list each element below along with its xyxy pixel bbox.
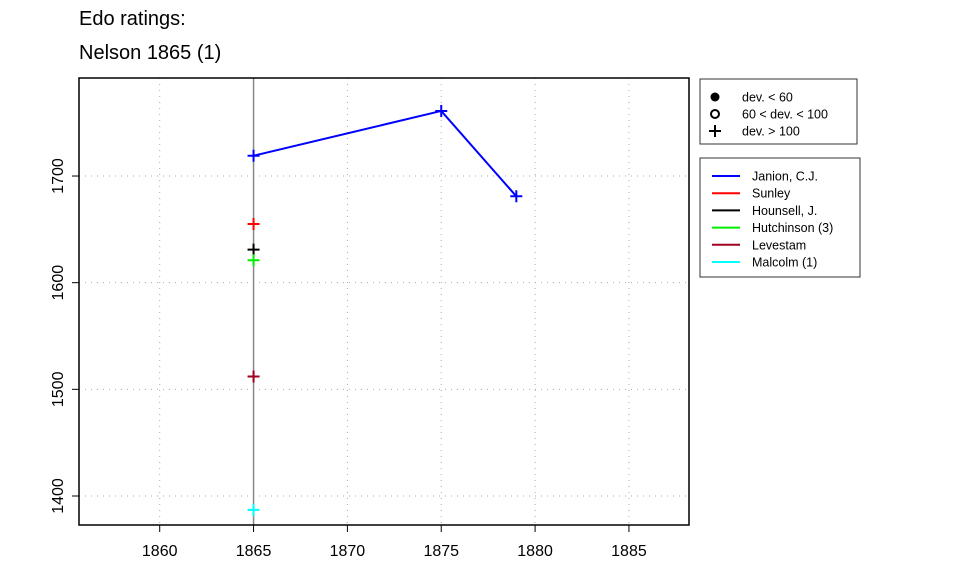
series-legend-label: Hutchinson (3)	[752, 221, 833, 235]
data-point-plus	[510, 190, 523, 203]
series-line	[253, 109, 518, 197]
symbol-legend-label: 60 < dev. < 100	[742, 108, 828, 122]
series-legend-label: Hounsell, J.	[752, 204, 817, 218]
x-tick-label: 1860	[142, 543, 178, 560]
y-tick-label: 1500	[50, 371, 67, 407]
chart-title-line1: Edo ratings:	[79, 8, 186, 30]
data-point-plus	[247, 218, 260, 231]
open-circle-icon	[710, 109, 720, 119]
data-point-plus	[435, 104, 448, 117]
series-legend-box	[699, 157, 861, 278]
plus-icon	[709, 125, 721, 137]
data-point-plus	[247, 243, 260, 256]
x-tick-label: 1875	[423, 543, 459, 560]
y-tick-label: 1400	[50, 478, 67, 514]
data-point-plus	[247, 149, 260, 162]
series-legend-label: Malcolm (1)	[752, 256, 817, 270]
x-tick-label: 1865	[236, 543, 272, 560]
y-tick-label: 1600	[50, 265, 67, 301]
data-point-plus	[247, 503, 260, 516]
data-point-plus	[247, 254, 260, 267]
data-point-plus	[247, 370, 260, 383]
series-legend-label: Levestam	[752, 238, 806, 252]
series-legend-label: Sunley	[752, 187, 791, 201]
y-tick-label: 1700	[50, 158, 67, 194]
filled-circle-icon	[710, 92, 720, 102]
chart-title-line2: Nelson 1865 (1)	[79, 42, 222, 64]
symbol-legend-label: dev. < 60	[742, 91, 793, 105]
x-tick-label: 1880	[517, 543, 553, 560]
x-tick-label: 1885	[611, 543, 647, 560]
symbol-legend-box	[699, 78, 858, 145]
series-legend-label: Janion, C.J.	[752, 170, 818, 184]
x-tick-label: 1870	[330, 543, 366, 560]
symbol-legend-label: dev. > 100	[742, 125, 800, 139]
plot-frame	[78, 77, 690, 526]
